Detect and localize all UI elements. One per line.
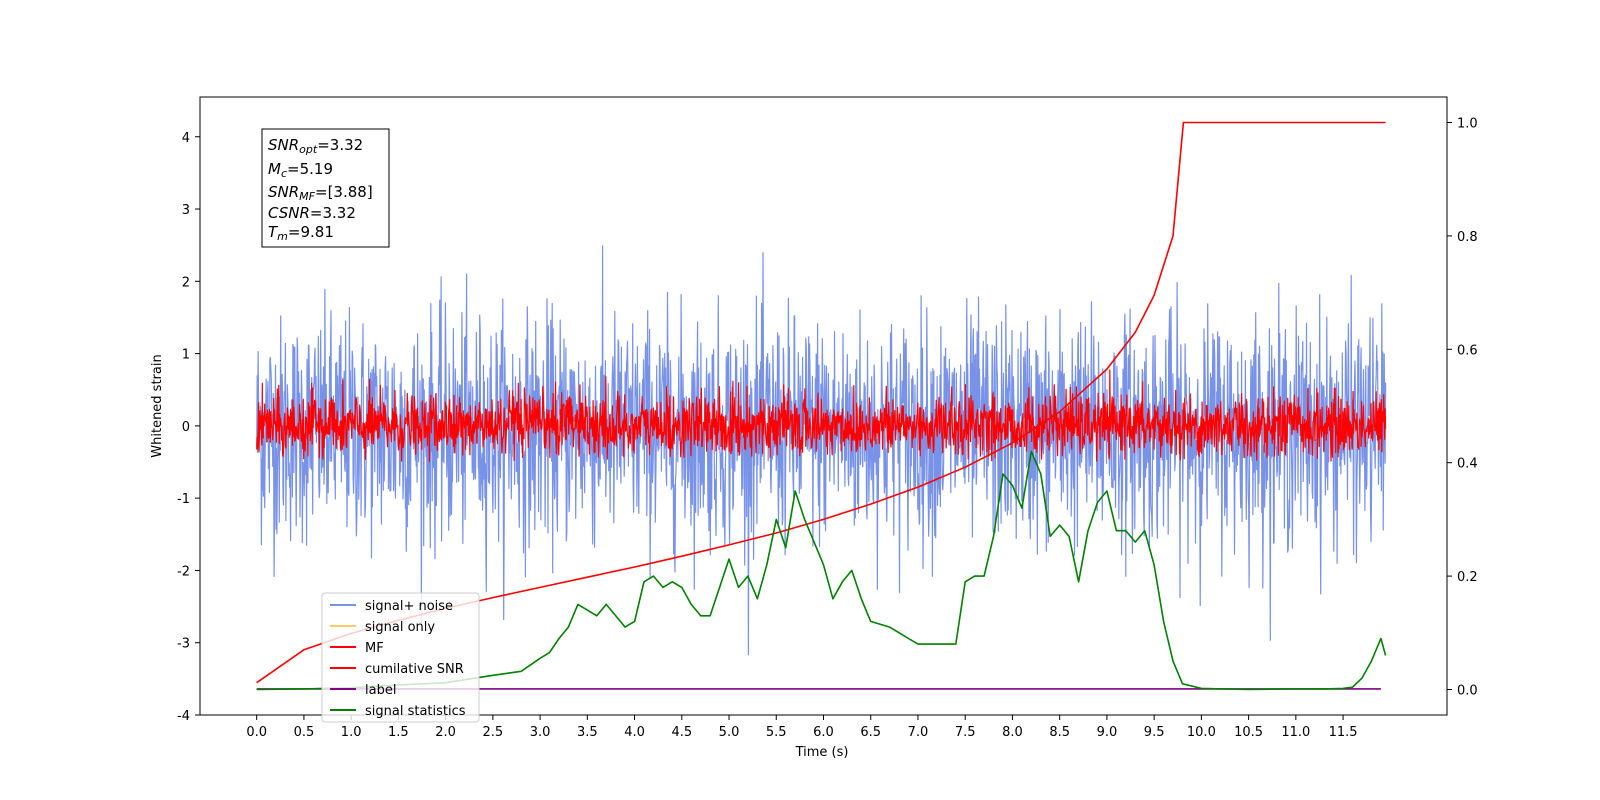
y2-tick-label: 0.8 — [1457, 230, 1478, 245]
y-axis-title: Whitened strain — [150, 354, 165, 457]
x-tick-label: 6.5 — [860, 725, 881, 740]
y-tick-label: 4 — [182, 131, 190, 146]
x-tick-label: 1.5 — [388, 725, 409, 740]
legend-label: label — [365, 683, 396, 698]
x-tick-label: 3.5 — [577, 725, 598, 740]
y2-tick-label: 1.0 — [1457, 117, 1478, 132]
series-mf-line — [256, 369, 1387, 463]
x-tick-label: 8.0 — [1002, 725, 1023, 740]
x-tick-label: 3.0 — [530, 725, 551, 740]
annotation-line: Mc=5.19 — [268, 160, 333, 180]
y2-tick-label: 0.0 — [1457, 683, 1478, 698]
y2-tick-label: 0.6 — [1457, 343, 1478, 358]
y-tick-label: -4 — [177, 709, 190, 724]
series-signal-statistics-line — [256, 450, 1387, 691]
legend-label: cumilative SNR — [365, 662, 464, 677]
y-tick-label: 2 — [182, 275, 190, 290]
x-tick-label: 7.0 — [908, 725, 929, 740]
annotation-frame — [261, 128, 390, 248]
x-tick-label: 9.0 — [1097, 725, 1118, 740]
x-tick-label: 4.0 — [624, 725, 645, 740]
y-tick-label: -3 — [177, 637, 190, 652]
y-axis-left: -4 -3 -2 -1 0 1 2 3 4 — [177, 131, 200, 724]
y-tick-label: -2 — [177, 564, 190, 579]
x-tick-label: 8.5 — [1049, 725, 1070, 740]
y2-tick-label: 0.2 — [1457, 570, 1478, 585]
legend-label: MF — [365, 641, 384, 656]
x-tick-label: 1.0 — [341, 725, 362, 740]
y-axis-right: 0.0 0.2 0.4 0.6 0.8 1.0 — [1447, 117, 1478, 698]
x-tick-label: 0.5 — [294, 725, 315, 740]
annotation-box: SNRopt=3.32 Mc=5.19 SNRMF=[3.88] CSNR=3.… — [261, 128, 390, 248]
legend-frame — [321, 592, 480, 723]
legend-label: signal+ noise — [365, 599, 453, 614]
legend-label: signal statistics — [365, 704, 466, 719]
annotation-line: SNRopt=3.32 — [268, 136, 363, 156]
annotation-line: Tm=9.81 — [268, 223, 334, 243]
x-tick-label: 5.5 — [766, 725, 787, 740]
y-tick-label: 3 — [182, 203, 190, 218]
y2-tick-label: 0.4 — [1457, 457, 1478, 472]
x-tick-label: 11.5 — [1329, 725, 1358, 740]
x-tick-label: 2.5 — [483, 725, 504, 740]
x-tick-label: 6.0 — [813, 725, 834, 740]
x-axis-title: Time (s) — [795, 745, 849, 760]
legend-label: signal only — [365, 620, 435, 635]
x-tick-label: 10.0 — [1187, 725, 1216, 740]
y-tick-label: 0 — [182, 420, 190, 435]
x-tick-label: 9.5 — [1144, 725, 1165, 740]
y-tick-label: -1 — [177, 492, 190, 507]
annotation-line: CSNR=3.32 — [268, 204, 356, 222]
legend: signal+ noise signal only MF cumilative SNR… — [321, 592, 480, 723]
x-tick-label: 5.0 — [719, 725, 740, 740]
x-axis: 0.0 0.5 1.0 1.5 2.0 2.5 3.0 3.5 4.0 4.5 5.0 5.5 6.0 6… — [246, 715, 1358, 740]
y-tick-label: 1 — [182, 348, 190, 363]
x-tick-label: 0.0 — [246, 725, 267, 740]
annotation-line: SNRMF=[3.88] — [268, 183, 373, 203]
x-tick-label: 2.0 — [435, 725, 456, 740]
x-tick-label: 10.5 — [1234, 725, 1263, 740]
x-tick-label: 4.5 — [671, 725, 692, 740]
x-tick-label: 7.5 — [955, 725, 976, 740]
x-tick-label: 11.0 — [1281, 725, 1310, 740]
